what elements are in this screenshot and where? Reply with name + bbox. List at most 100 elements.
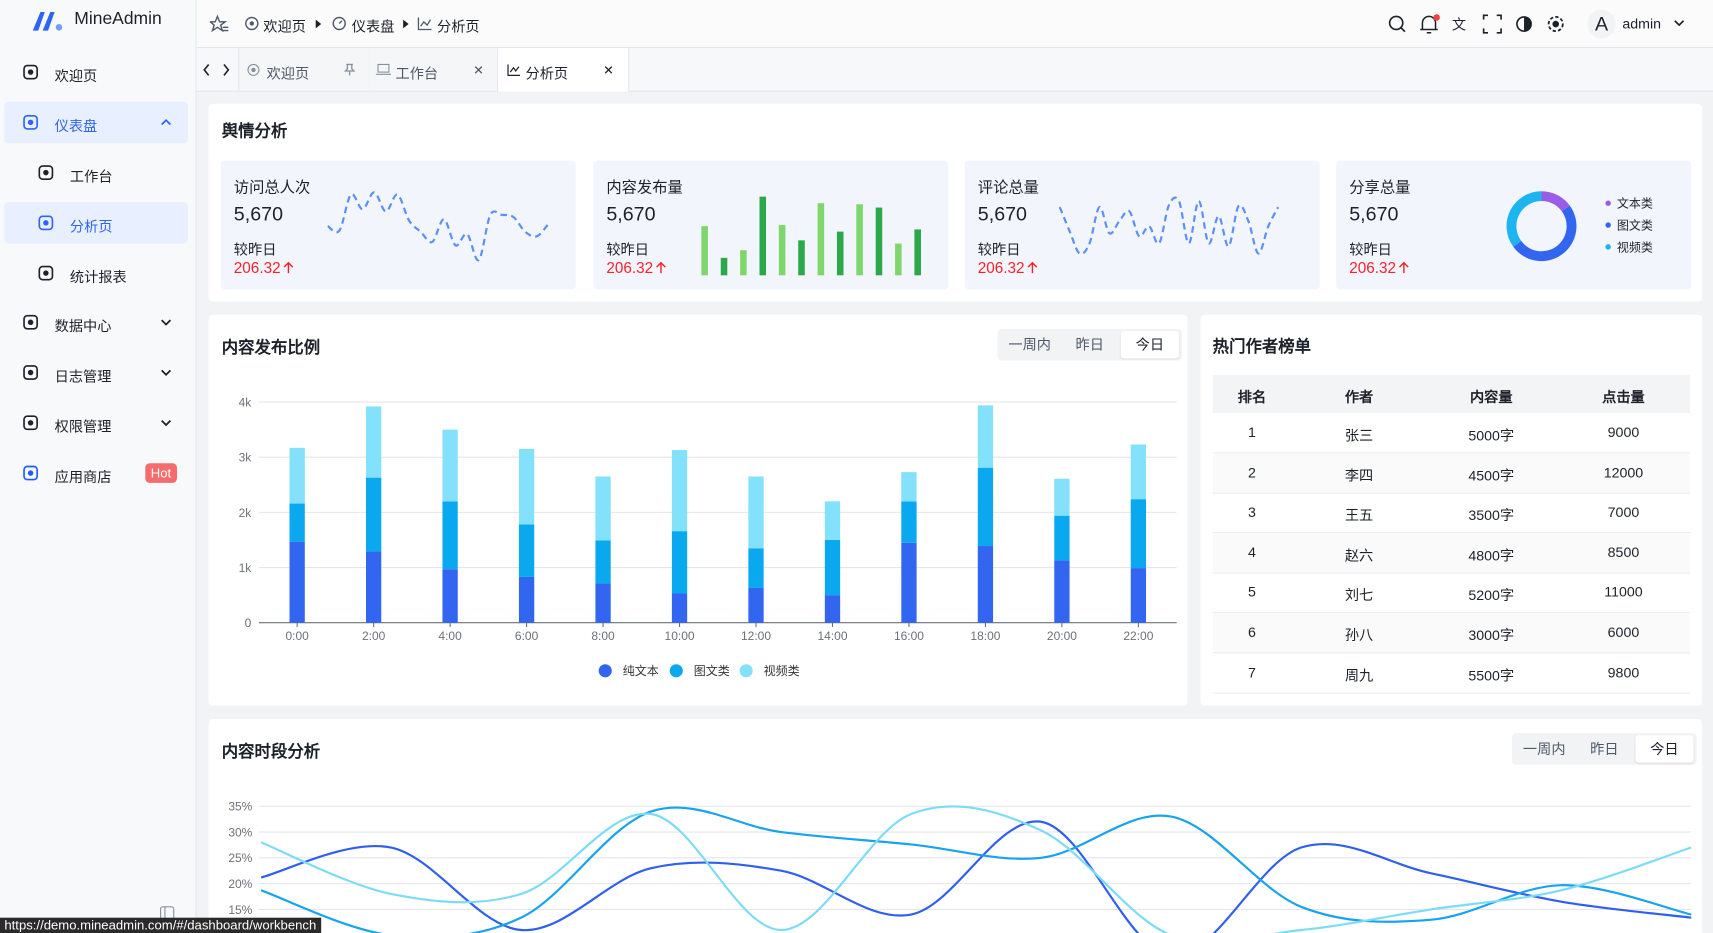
menu-label: 统计报表	[69, 268, 127, 286]
table-cell: 5	[1248, 583, 1256, 601]
breadcrumb-icon	[417, 17, 432, 31]
period-button[interactable]: 一周内	[1522, 740, 1566, 758]
menu-item[interactable]: 仪表盘	[4, 101, 188, 144]
menu-label: 工作台	[69, 168, 113, 185]
table-cell: 7000	[1607, 503, 1640, 521]
time-analysis-panel: 内容时段分析 一周内 昨日 今日	[208, 718, 1703, 933]
menu-icon	[38, 215, 54, 231]
period-switch: 一周内 昨日 今日	[1512, 733, 1697, 765]
table-row	[1212, 452, 1691, 494]
table-header	[1212, 374, 1691, 413]
table-cell: 9000	[1607, 423, 1640, 441]
period-button[interactable]: 昨日	[1075, 336, 1104, 353]
stat-compare: 较昨日	[233, 241, 277, 258]
table-cell: 张三	[1344, 427, 1374, 444]
svg-text:文: 文	[1452, 17, 1466, 33]
breadcrumb-item[interactable]: 欢迎页	[263, 18, 306, 35]
table-row	[1212, 612, 1691, 654]
tab-active[interactable]: 分析页	[498, 48, 630, 92]
table-cell: 李四	[1344, 467, 1374, 484]
header: 欢迎页 仪表盘 分析页 文 A admin	[196, 0, 1713, 49]
avatar-letter: A	[1595, 14, 1609, 36]
panel-title: 内容时段分析	[221, 742, 321, 762]
menu-badge: Hot	[145, 463, 177, 483]
tab-bar: 欢迎页 工作台 分析页	[196, 48, 1713, 92]
icon-shape	[23, 64, 38, 80]
tab[interactable]: 欢迎页	[238, 48, 370, 91]
menu-item[interactable]: 分析页	[4, 202, 188, 244]
table-cell: 6000	[1607, 623, 1640, 641]
table-cell: 3	[1248, 503, 1256, 521]
user-chevron[interactable]	[1673, 17, 1686, 28]
menu-label: 日志管理	[54, 368, 112, 385]
stat-change: 206.32	[1349, 259, 1409, 276]
chevron	[161, 319, 172, 326]
table-row	[1212, 573, 1691, 614]
table-row	[1212, 653, 1691, 694]
avatar[interactable]: A	[1586, 9, 1617, 40]
toolbar-icons[interactable]: 文	[1387, 13, 1573, 35]
breadcrumb-separator	[403, 19, 409, 29]
tab-icon	[507, 64, 521, 76]
table-header-cell: 点击量	[1602, 388, 1645, 406]
icon-shape	[43, 270, 49, 276]
menu-item[interactable]: 欢迎页	[4, 51, 188, 93]
menu-icon	[38, 165, 54, 180]
panel-title: 内容发布比例	[221, 338, 321, 358]
tab-close[interactable]	[603, 64, 614, 75]
period-button[interactable]: 昨日	[1590, 740, 1619, 758]
up-arrow	[283, 261, 294, 274]
icon-shape	[27, 470, 34, 476]
breadcrumb-item[interactable]: 仪表盘	[351, 18, 395, 35]
tab-scroll-arrows[interactable]	[201, 62, 234, 77]
favorite-icon[interactable]	[209, 14, 230, 34]
menu-label: 欢迎页	[54, 67, 98, 85]
tab-label: 欢迎页	[266, 65, 310, 82]
icon-shape	[23, 415, 38, 431]
menu-item[interactable]: 统计报表	[4, 252, 188, 294]
stat-card: 访问总人次 5,670 较昨日 206.32	[220, 160, 576, 290]
tab[interactable]: 工作台	[368, 48, 499, 91]
menu-label: 应用商店	[54, 468, 112, 486]
menu-item[interactable]: 数据中心	[4, 302, 188, 344]
ranking-panel: 热门作者榜单 排名 作者 内容量 点击量 1 张三 5000字 9000 2 李四 4500字 120…	[1200, 314, 1703, 706]
table-cell: 赵六	[1344, 547, 1374, 564]
table-row	[1212, 532, 1691, 574]
period-button[interactable]: 一周内	[1008, 336, 1051, 353]
icon-shape	[27, 369, 34, 376]
stat-card: 分享总量 5,670 较昨日 206.32	[1336, 160, 1692, 290]
menu-icon	[23, 365, 38, 380]
user-name[interactable]: admin	[1622, 15, 1662, 32]
table-cell: 12000	[1603, 463, 1644, 481]
menu-item[interactable]: 应用商店 Hot	[4, 452, 188, 494]
table-cell: 4	[1248, 543, 1256, 561]
tab-icon	[375, 63, 392, 75]
menu-item[interactable]: 权限管理	[4, 402, 188, 444]
menu-icon	[23, 314, 38, 330]
arrow	[1398, 261, 1409, 274]
chevron	[161, 369, 172, 376]
tab-close[interactable]	[473, 64, 484, 75]
table-cell: 2	[1248, 463, 1256, 481]
table-cell: 刘七	[1344, 587, 1374, 604]
table-cell: 4500字	[1468, 467, 1515, 484]
breadcrumb-icon	[332, 16, 346, 31]
period-button[interactable]: 今日	[1635, 735, 1694, 763]
icon-shape	[27, 69, 34, 75]
up-arrow	[1398, 261, 1409, 274]
table-cell: 孙八	[1344, 627, 1374, 644]
panel-title: 热门作者榜单	[1212, 337, 1312, 357]
menu-chevron	[161, 369, 172, 376]
breadcrumb-icon	[245, 16, 259, 31]
menu-chevron	[161, 319, 172, 326]
menu-label: 分析页	[69, 218, 113, 235]
table-header-cell: 作者	[1344, 388, 1374, 406]
period-button[interactable]: 今日	[1120, 331, 1179, 359]
menu-item[interactable]: 日志管理	[4, 352, 188, 394]
panel-title: 舆情分析	[221, 122, 288, 141]
menu-item[interactable]: 工作台	[4, 152, 188, 194]
icon-shape	[38, 165, 54, 180]
tab-pin[interactable]	[344, 63, 356, 76]
table-cell: 4800字	[1468, 547, 1515, 564]
menu-icon	[23, 114, 38, 130]
